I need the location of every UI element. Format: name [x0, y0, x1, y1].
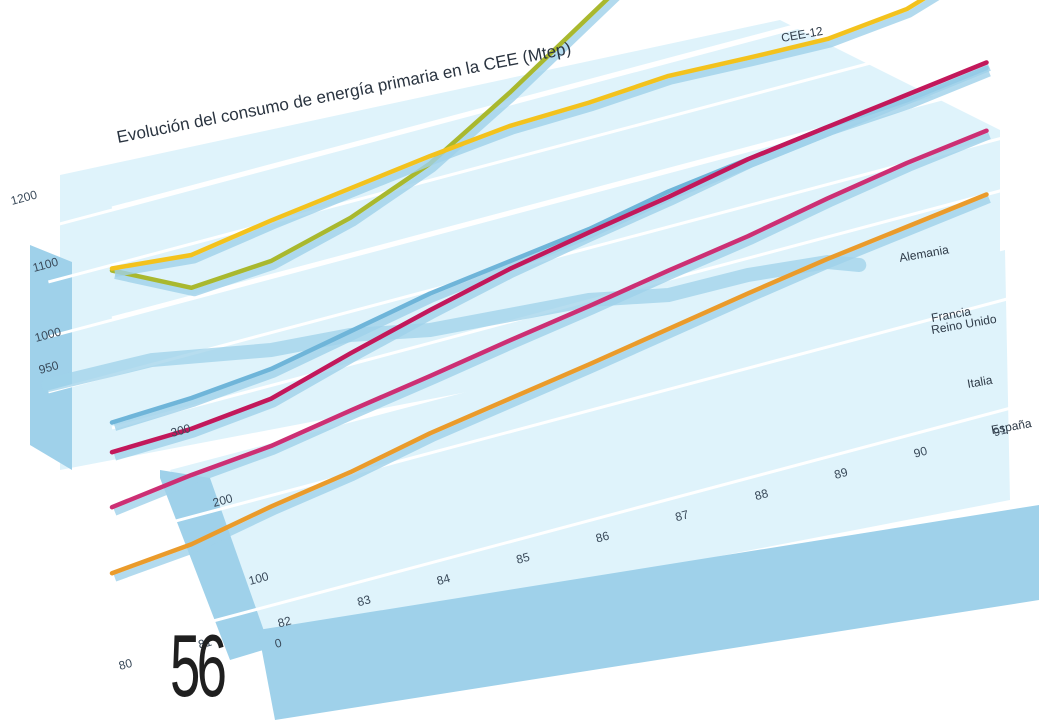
x-tick-80: 80	[117, 656, 134, 673]
y-tick-upper-1200: 1200	[9, 187, 39, 208]
page-number: 56	[170, 622, 223, 710]
